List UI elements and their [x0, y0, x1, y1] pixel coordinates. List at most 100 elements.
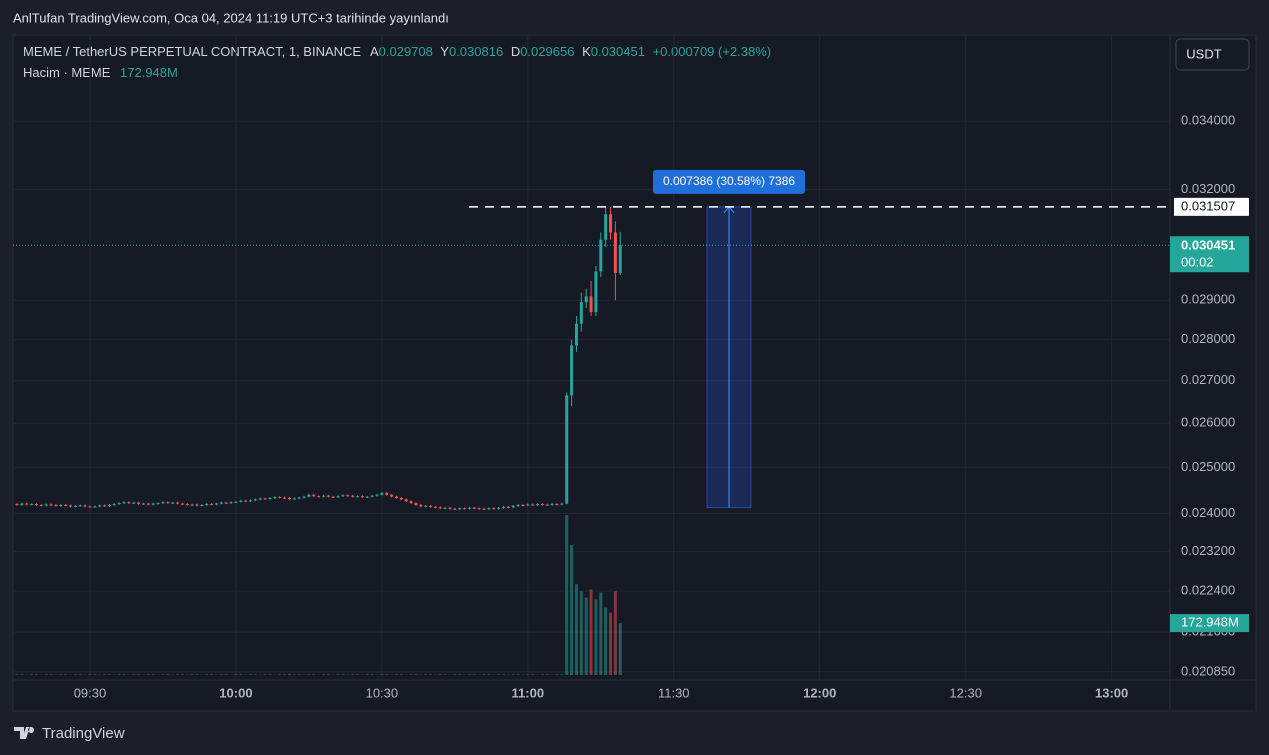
- currency-button[interactable]: [1175, 38, 1250, 71]
- candle-body: [390, 494, 394, 497]
- volume-value: 172.948M: [120, 65, 178, 80]
- candle-body: [98, 505, 102, 507]
- candle-body: [210, 504, 214, 506]
- candle-body: [579, 302, 583, 324]
- candle-body: [570, 345, 574, 396]
- volume-bar: [385, 674, 389, 675]
- volume-bar: [555, 674, 559, 675]
- x-tick-label: 09:30: [74, 685, 107, 700]
- candle-body: [185, 504, 189, 506]
- volume-bar: [292, 674, 296, 675]
- volume-bar: [604, 607, 608, 675]
- volume-bar: [297, 674, 301, 675]
- ohlc-value: 0.030451: [591, 44, 645, 59]
- volume-bar: [501, 674, 505, 675]
- volume-bar: [132, 674, 136, 675]
- volume-bar: [511, 674, 515, 675]
- candle-body: [34, 504, 38, 506]
- candle-body: [132, 502, 136, 504]
- y-tick-label: 0.027000: [1181, 372, 1235, 387]
- volume-bar: [103, 674, 107, 675]
- x-tick-label: 11:30: [658, 685, 690, 700]
- currency[interactable]: USDT: [1186, 46, 1221, 61]
- ohlc-value: 0.029656: [520, 44, 574, 59]
- legend-header: MEME / TetherUS PERPETUAL CONTRACT, 1, B…: [23, 44, 771, 59]
- candle-body: [370, 495, 374, 497]
- ohlc-value: 0.030816: [449, 44, 503, 59]
- volume-bar: [161, 674, 165, 675]
- volume-bar: [117, 674, 121, 675]
- candle-body: [59, 504, 63, 506]
- candle-body: [497, 507, 501, 509]
- volume-bar: [195, 674, 199, 675]
- candle-body: [604, 214, 608, 240]
- y-tick-label: 0.029000: [1181, 292, 1235, 307]
- volume-bar: [526, 674, 530, 675]
- candle-body: [414, 503, 418, 505]
- candle-body: [190, 504, 194, 506]
- candle-body: [346, 495, 350, 497]
- ohlc-label: A: [370, 44, 379, 59]
- volume-bar: [594, 599, 598, 675]
- candle-body: [365, 496, 369, 498]
- volume-bar: [88, 674, 92, 675]
- volume-bar: [574, 584, 578, 675]
- volume-bar: [224, 674, 228, 675]
- y-tick-label: 0.026000: [1181, 415, 1235, 430]
- volume-bar: [599, 592, 603, 675]
- volume-axis-label: 172.948M: [1181, 615, 1239, 630]
- candle-body: [360, 496, 364, 498]
- y-tick-label: 0.028000: [1181, 331, 1235, 346]
- y-tick-label: 0.034000: [1181, 113, 1235, 128]
- ohlc-label: Y: [440, 44, 449, 59]
- volume-bar: [122, 674, 126, 675]
- candle-body: [560, 503, 564, 505]
- volume-bar: [268, 674, 272, 675]
- volume-bar: [609, 612, 613, 675]
- candle-body: [424, 505, 428, 507]
- change: +0.000709 (+2.38%): [653, 44, 772, 59]
- candle-body: [283, 497, 287, 499]
- candle-body: [492, 508, 496, 510]
- candle-body: [312, 494, 316, 497]
- x-tick-label: 13:00: [1095, 685, 1128, 700]
- candle-body: [171, 502, 175, 504]
- volume-bar: [487, 674, 491, 675]
- page-title: AnlTufan TradingView.com, Oca 04, 2024 1…: [13, 10, 449, 25]
- candle-body: [565, 395, 569, 504]
- candle-body: [550, 504, 554, 506]
- candle-body: [151, 503, 155, 505]
- candle-body: [540, 504, 544, 506]
- volume-bar: [618, 623, 622, 675]
- candle-body: [205, 504, 209, 506]
- volume-bar: [394, 674, 398, 675]
- candle-body: [258, 498, 262, 500]
- ohlc-label: D: [511, 44, 520, 59]
- volume-bar: [472, 674, 476, 675]
- volume-bar: [205, 674, 209, 675]
- volume-bar: [429, 674, 433, 675]
- candle-body: [419, 504, 423, 507]
- volume-bar: [166, 674, 170, 675]
- volume-bar: [20, 674, 24, 675]
- volume-bar: [287, 674, 291, 675]
- candle-body: [278, 497, 282, 499]
- volume-bar: [93, 674, 97, 675]
- candle-body: [472, 507, 476, 509]
- brand-logo: [14, 727, 35, 739]
- candle-body: [307, 494, 311, 497]
- volume-bar: [64, 674, 68, 675]
- candle-body: [394, 496, 398, 499]
- ohlc-value: 0.029708: [379, 44, 433, 59]
- volume-bar: [458, 674, 462, 675]
- candle-body: [589, 296, 593, 312]
- candle-body: [521, 504, 525, 506]
- volume-bar: [219, 674, 223, 675]
- candle-body: [506, 506, 510, 508]
- volume-bar: [49, 674, 53, 675]
- candle-body: [224, 502, 228, 504]
- volume-bar: [467, 674, 471, 675]
- candle-body: [501, 506, 505, 508]
